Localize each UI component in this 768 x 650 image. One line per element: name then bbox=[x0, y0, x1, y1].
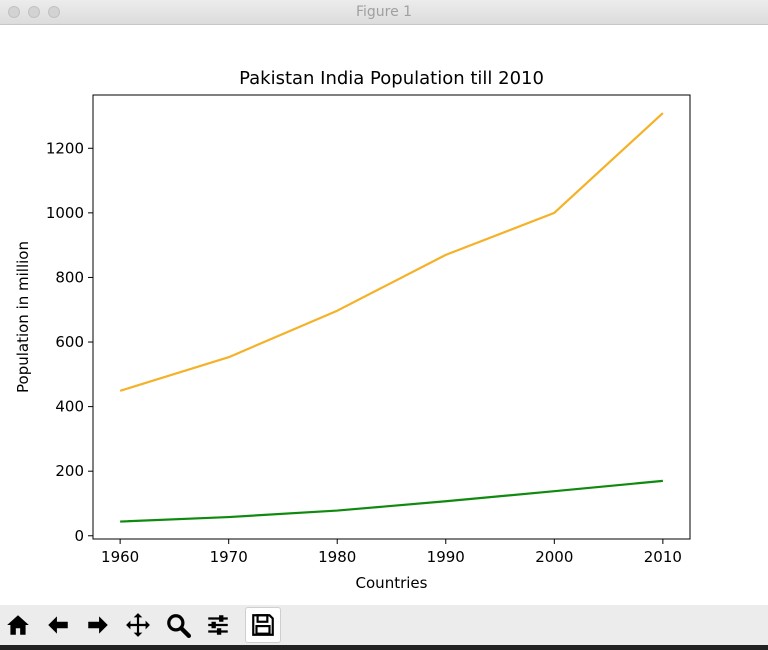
zoom-button[interactable] bbox=[160, 607, 196, 643]
minimize-window-button[interactable] bbox=[28, 6, 40, 18]
series-line-0 bbox=[119, 112, 664, 392]
y-tick-label-2: 400 bbox=[55, 398, 84, 416]
y-tick-label-0: 0 bbox=[74, 527, 84, 545]
back-button[interactable] bbox=[40, 607, 76, 643]
x-tick-label-4: 2000 bbox=[535, 548, 573, 566]
floppy-disk-icon bbox=[252, 614, 274, 636]
forward-button[interactable] bbox=[80, 607, 116, 643]
zoom-window-button[interactable] bbox=[48, 6, 60, 18]
magnifier-icon bbox=[167, 614, 191, 638]
arrow-left-icon bbox=[48, 616, 68, 634]
x-tick-label-1: 1970 bbox=[210, 548, 248, 566]
window-titlebar: Figure 1 bbox=[0, 0, 768, 25]
axes-frame bbox=[92, 94, 691, 540]
y-tick-label-5: 1000 bbox=[46, 204, 84, 222]
configure-subplots-button[interactable] bbox=[200, 607, 236, 643]
x-tick-label-2: 1980 bbox=[318, 548, 356, 566]
close-window-button[interactable] bbox=[8, 6, 20, 18]
save-button[interactable] bbox=[245, 607, 281, 643]
home-button[interactable] bbox=[0, 607, 36, 643]
arrow-right-icon bbox=[88, 616, 108, 634]
move-icon bbox=[126, 613, 150, 637]
x-axis-label: Countries bbox=[356, 574, 428, 592]
y-axis-label: Population in million bbox=[14, 241, 32, 393]
series-line-1 bbox=[120, 479, 663, 523]
y-tick-label-3: 600 bbox=[55, 333, 84, 351]
background-window-strip bbox=[0, 645, 768, 650]
x-tick-label-3: 1990 bbox=[427, 548, 465, 566]
matplotlib-toolbar bbox=[0, 605, 768, 645]
sliders-icon bbox=[208, 615, 228, 635]
y-tick-label-6: 1200 bbox=[46, 139, 84, 157]
window-title: Figure 1 bbox=[355, 4, 413, 20]
home-icon bbox=[7, 615, 29, 635]
x-tick-label-0: 1960 bbox=[101, 548, 139, 566]
line-chart: Pakistan India Population till 2010 1960 1… bbox=[14, 68, 691, 592]
x-tick-label-5: 2010 bbox=[644, 548, 682, 566]
pan-button[interactable] bbox=[120, 607, 156, 643]
chart-title: Pakistan India Population till 2010 bbox=[239, 68, 544, 89]
y-tick-label-1: 200 bbox=[55, 462, 84, 480]
y-tick-label-4: 800 bbox=[55, 268, 84, 286]
figure-canvas: Pakistan India Population till 2010 1960 1… bbox=[0, 25, 768, 605]
